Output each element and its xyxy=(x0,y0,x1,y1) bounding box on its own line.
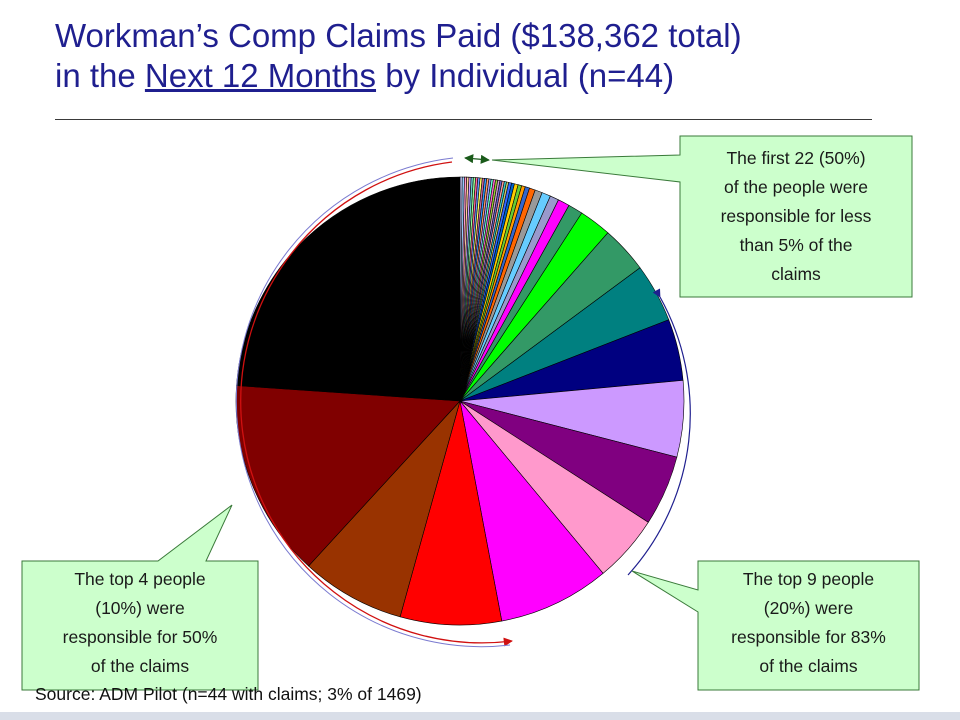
first22-callout: The first 22 (50%) of the people were re… xyxy=(680,144,912,289)
top9-arc xyxy=(627,288,691,576)
top4-line: (10%) were xyxy=(95,598,185,618)
first22-line: The first 22 (50%) xyxy=(726,148,866,168)
top4-callout-box xyxy=(21,504,259,691)
pie-slices xyxy=(235,176,685,626)
top4-line: responsible for 50% xyxy=(62,627,218,647)
pie-slice xyxy=(459,400,604,622)
first22-line: of the people were xyxy=(724,177,868,197)
first22-line: responsible for less xyxy=(720,206,872,226)
top4-arc-outline xyxy=(235,157,511,648)
pie-slice xyxy=(399,400,503,626)
pie-slice xyxy=(236,176,461,402)
title-line-2: in the Next 12 Months by Individual (n=4… xyxy=(55,56,935,96)
top9-callout: The top 9 people (20%) were responsible … xyxy=(698,565,919,681)
first22-callout-box xyxy=(491,135,913,298)
top9-line: of the claims xyxy=(759,656,858,676)
top4-line: of the claims xyxy=(90,656,190,676)
title-divider xyxy=(55,119,872,120)
top4-arc xyxy=(239,161,513,647)
first22-line: than 5% of the xyxy=(739,235,853,255)
top4-line: The top 4 people xyxy=(74,569,206,589)
source-note: Source: ADM Pilot (n=44 with claims; 3% … xyxy=(35,684,422,704)
top9-callout-box xyxy=(631,560,920,691)
title-line-2-pre: in the xyxy=(55,57,145,94)
title-line-1: Workman’s Comp Claims Paid ($138,362 tot… xyxy=(55,17,742,54)
title-line-2-post: by Individual (n=44) xyxy=(376,57,675,94)
first22-span-arrow xyxy=(464,154,490,164)
footer-band xyxy=(0,712,960,720)
title-line-2-underlined: Next 12 Months xyxy=(144,57,377,94)
first22-line: claims xyxy=(771,264,821,284)
top9-line: responsible for 83% xyxy=(731,627,886,647)
top9-line: (20%) were xyxy=(763,598,854,618)
top4-callout: The top 4 people (10%) were responsible … xyxy=(22,565,258,681)
pie-slice xyxy=(308,400,461,618)
top9-line: The top 9 people xyxy=(742,569,875,589)
page-title: Workman’s Comp Claims Paid ($138,362 tot… xyxy=(55,16,935,96)
